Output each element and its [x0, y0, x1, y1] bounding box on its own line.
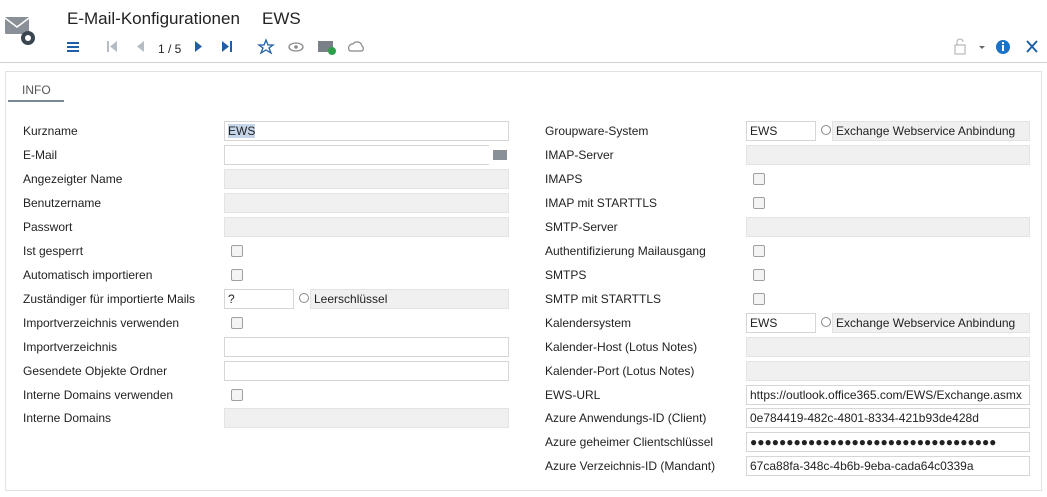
description-field: Leerschlüssel	[310, 289, 509, 309]
field-label: IMAPS	[545, 172, 583, 186]
text-input	[746, 145, 1030, 165]
field-label: Angezeigter Name	[23, 172, 123, 186]
checkbox[interactable]	[753, 197, 765, 209]
field-label: Azure Verzeichnis-ID (Mandant)	[545, 459, 716, 473]
checkbox[interactable]	[753, 173, 765, 185]
text-input[interactable]	[224, 361, 509, 381]
text-input[interactable]: 67ca88fa-348c-4b6b-9eba-cada64c0339a	[746, 456, 1030, 476]
content-panel	[5, 71, 1042, 491]
checkbox[interactable]	[231, 269, 243, 281]
field-label: Interne Domains verwenden	[23, 388, 174, 402]
checkbox[interactable]	[231, 245, 243, 257]
field-label: Kalender-Host (Lotus Notes)	[545, 340, 698, 354]
text-input[interactable]	[224, 145, 489, 165]
text-input	[746, 217, 1030, 237]
toolbar-right[interactable]	[950, 36, 1045, 58]
field-label: Passwort	[23, 220, 73, 234]
field-label: Groupware-System	[545, 124, 649, 138]
divider	[0, 62, 1047, 63]
input-value: EWS	[228, 124, 256, 138]
field-label: EWS-URL	[545, 388, 601, 402]
field-label: Zuständiger für importierte Mails	[23, 292, 196, 306]
field-label: Ist gesperrt	[23, 244, 84, 258]
field-label: Azure Anwendungs-ID (Client)	[545, 411, 707, 425]
input-value: 0e784419-482c-4801-8334-421b93de428d	[750, 411, 979, 425]
field-label: Kurzname	[23, 124, 78, 138]
checkbox[interactable]	[231, 317, 243, 329]
text-input	[746, 361, 1030, 381]
field-label: SMTP mit STARTTLS	[545, 292, 662, 306]
checkbox[interactable]	[231, 389, 243, 401]
checkbox[interactable]	[753, 293, 765, 305]
text-input	[224, 193, 509, 213]
code-input[interactable]: EWS	[746, 121, 816, 141]
field-label: SMTP-Server	[545, 220, 618, 234]
mail-button[interactable]	[493, 150, 507, 160]
text-input	[224, 408, 509, 428]
field-label: IMAP mit STARTTLS	[545, 196, 658, 210]
field-label: E-Mail	[23, 148, 58, 162]
pager: 1 / 5	[158, 42, 182, 56]
page-title: E-Mail-Konfigurationen	[67, 9, 240, 28]
page-subtitle: EWS	[262, 9, 301, 28]
text-input[interactable]: 0e784419-482c-4801-8334-421b93de428d	[746, 408, 1030, 428]
code-input[interactable]: ?	[224, 289, 294, 309]
field-label: Interne Domains	[23, 411, 112, 425]
field-label: Importverzeichnis	[23, 340, 118, 354]
field-label: Azure geheimer Clientschlüssel	[545, 435, 714, 449]
code-input[interactable]: EWS	[746, 313, 816, 333]
text-input	[746, 337, 1030, 357]
checkbox[interactable]	[753, 245, 765, 257]
field-label: Kalender-Port (Lotus Notes)	[545, 364, 695, 378]
description-field: Exchange Webservice Anbindung	[832, 121, 1030, 141]
checkbox[interactable]	[753, 269, 765, 281]
input-value: 67ca88fa-348c-4b6b-9eba-cada64c0339a	[750, 459, 974, 473]
text-input[interactable]	[224, 337, 509, 357]
field-label: IMAP-Server	[545, 148, 614, 162]
text-input[interactable]: https://outlook.office365.com/EWS/Exchan…	[746, 385, 1030, 405]
field-label: Benutzername	[23, 196, 102, 210]
input-value: https://outlook.office365.com/EWS/Exchan…	[750, 388, 1022, 402]
field-label: Kalendersystem	[545, 316, 632, 330]
field-label: Importverzeichnis verwenden	[23, 316, 180, 330]
search-icon[interactable]	[821, 125, 831, 135]
text-input	[224, 169, 509, 189]
tab-underline	[8, 100, 64, 102]
field-label: Gesendete Objekte Ordner	[23, 364, 168, 378]
search-icon[interactable]	[299, 293, 309, 303]
toolbar[interactable]	[60, 36, 380, 58]
description-field: Exchange Webservice Anbindung	[832, 313, 1030, 333]
field-label: SMTPS	[545, 268, 587, 282]
field-label: Authentifizierung Mailausgang	[545, 244, 706, 258]
field-label: Automatisch importieren	[23, 268, 153, 282]
search-icon[interactable]	[821, 317, 831, 327]
app-icon	[4, 17, 35, 45]
text-input	[224, 217, 509, 237]
tab[interactable]: INFO	[22, 83, 51, 97]
input-value: ●●●●●●●●●●●●●●●●●●●●●●●●●●●●●●●●●●	[750, 435, 997, 449]
text-input[interactable]: EWS	[224, 121, 509, 141]
text-input[interactable]: ●●●●●●●●●●●●●●●●●●●●●●●●●●●●●●●●●●	[746, 432, 1030, 452]
